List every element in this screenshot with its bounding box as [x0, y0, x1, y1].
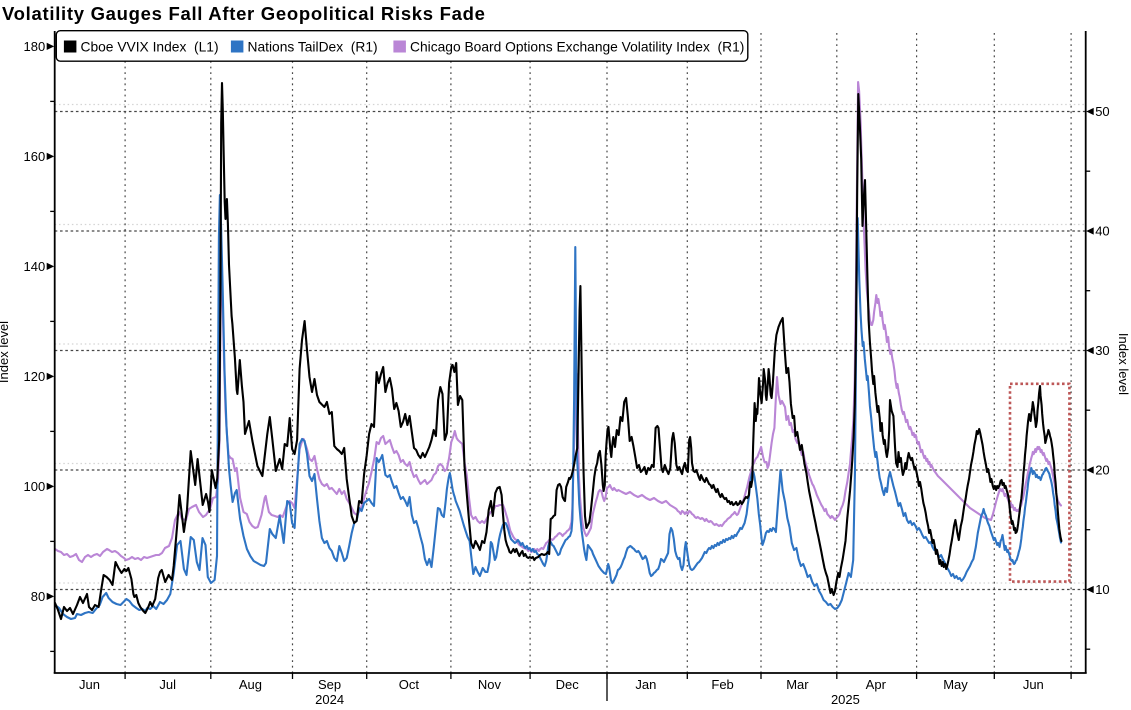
- svg-text:Jun: Jun: [1023, 677, 1044, 692]
- svg-text:2024: 2024: [315, 692, 344, 705]
- svg-text:Cboe VVIX Index (L1): Cboe VVIX Index (L1): [81, 40, 219, 55]
- svg-text:120: 120: [23, 369, 45, 384]
- svg-text:140: 140: [23, 259, 45, 274]
- svg-text:May: May: [943, 677, 968, 692]
- svg-text:Jun: Jun: [79, 677, 100, 692]
- svg-text:180: 180: [23, 39, 45, 54]
- svg-text:20: 20: [1095, 463, 1109, 478]
- svg-text:2025: 2025: [831, 692, 860, 705]
- svg-text:10: 10: [1095, 582, 1109, 597]
- svg-text:Jul: Jul: [159, 677, 176, 692]
- svg-text:Oct: Oct: [399, 677, 420, 692]
- svg-text:160: 160: [23, 149, 45, 164]
- svg-text:Mar: Mar: [786, 677, 809, 692]
- svg-text:Chicago Board Options Exchange: Chicago Board Options Exchange Volatilit…: [410, 40, 744, 55]
- svg-text:Apr: Apr: [866, 677, 887, 692]
- svg-text:Index level: Index level: [1116, 333, 1131, 395]
- svg-text:Index level: Index level: [0, 321, 11, 383]
- svg-text:Nov: Nov: [478, 677, 502, 692]
- svg-text:Nations TailDex (R1): Nations TailDex (R1): [248, 40, 378, 55]
- svg-text:Jan: Jan: [635, 677, 656, 692]
- svg-text:40: 40: [1095, 224, 1109, 239]
- svg-text:Dec: Dec: [556, 677, 580, 692]
- svg-text:50: 50: [1095, 104, 1109, 119]
- svg-text:Sep: Sep: [318, 677, 341, 692]
- svg-text:100: 100: [23, 479, 45, 494]
- svg-text:Aug: Aug: [239, 677, 262, 692]
- svg-text:Feb: Feb: [711, 677, 733, 692]
- svg-text:80: 80: [31, 589, 45, 604]
- svg-text:30: 30: [1095, 343, 1109, 358]
